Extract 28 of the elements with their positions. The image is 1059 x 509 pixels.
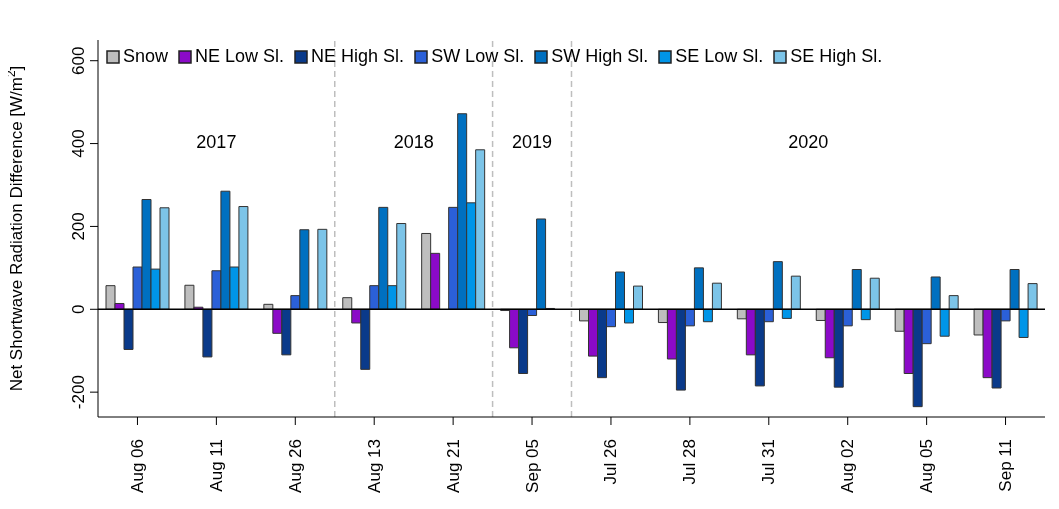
y-tick-label: 400	[69, 129, 88, 158]
x-tick-label: Jul 26	[601, 439, 621, 485]
y-tick-label: 0	[69, 304, 88, 315]
legend-label: NE High Sl.	[310, 46, 405, 67]
x-tick-label: Jul 28	[680, 439, 700, 485]
x-tick-label: Aug 06	[127, 439, 147, 493]
legend-label: SW Low Sl.	[430, 46, 525, 67]
legend-label: Snow	[122, 46, 169, 67]
annotation: 2017	[196, 131, 237, 153]
y-tick-label: -200	[69, 375, 88, 410]
x-tick-label: Jul 31	[759, 439, 779, 485]
x-tick-label: Aug 26	[285, 439, 305, 493]
legend-label: SE High Sl.	[789, 46, 883, 67]
annotation: 2019	[512, 131, 553, 153]
x-tick-label: Sep 11	[996, 439, 1016, 492]
x-tick-label: Aug 02	[838, 439, 858, 493]
y-tick-label: 600	[69, 46, 88, 75]
y-tick-label: 200	[69, 212, 88, 241]
x-tick-label: Aug 11	[206, 439, 226, 492]
annotation: 2018	[393, 131, 434, 153]
x-tick-label: Aug 21	[443, 439, 463, 493]
x-tick-label: Aug 13	[364, 439, 384, 493]
annotation: 2020	[788, 131, 829, 153]
legend-label: SE Low Sl.	[674, 46, 764, 67]
legend-label: SW High Sl.	[550, 46, 649, 67]
x-tick-label: Aug 05	[917, 439, 937, 493]
legend-label: NE Low Sl.	[194, 46, 285, 67]
x-tick-label: Sep 05	[522, 439, 542, 493]
